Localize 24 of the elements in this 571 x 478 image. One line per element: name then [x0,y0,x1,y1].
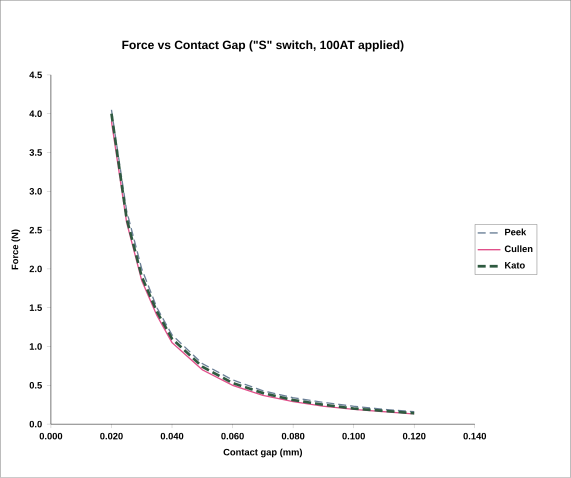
y-tick-label: 3.5 [29,149,42,156]
y-tick-label: 3.0 [29,188,42,195]
y-axis-title: Force (N) [11,230,20,270]
y-tick-label: 4.0 [29,110,42,118]
x-tick-label: 0.080 [282,432,304,440]
y-tick-label: 1.0 [30,343,42,350]
chart-title: Force vs Contact Gap ("S" switch, 100AT applied) [122,40,404,52]
y-tick-label: 2.5 [30,226,42,234]
y-tick-label: 1.5 [30,304,42,312]
x-tick-label: 0.120 [402,432,426,440]
y-tick-label: 4.5 [29,72,42,78]
y-tick-label: 2.0 [30,266,42,272]
legend-label: Cullen [504,245,532,252]
x-tick-label: 0.100 [342,432,365,440]
x-tick-label: 0.040 [160,432,184,440]
legend-label: Peek [505,228,526,236]
x-tick-label: 0.060 [221,432,244,440]
y-tick-label: 0.0 [30,420,42,428]
legend-label: Kato [505,262,525,269]
x-tick-label: 0.140 [463,432,486,440]
x-tick-label: 0.000 [40,432,62,440]
x-tick-label: 0.020 [100,432,123,440]
y-tick-label: 0.5 [30,382,42,389]
x-axis-title: Contact gap (mm) [224,448,302,458]
